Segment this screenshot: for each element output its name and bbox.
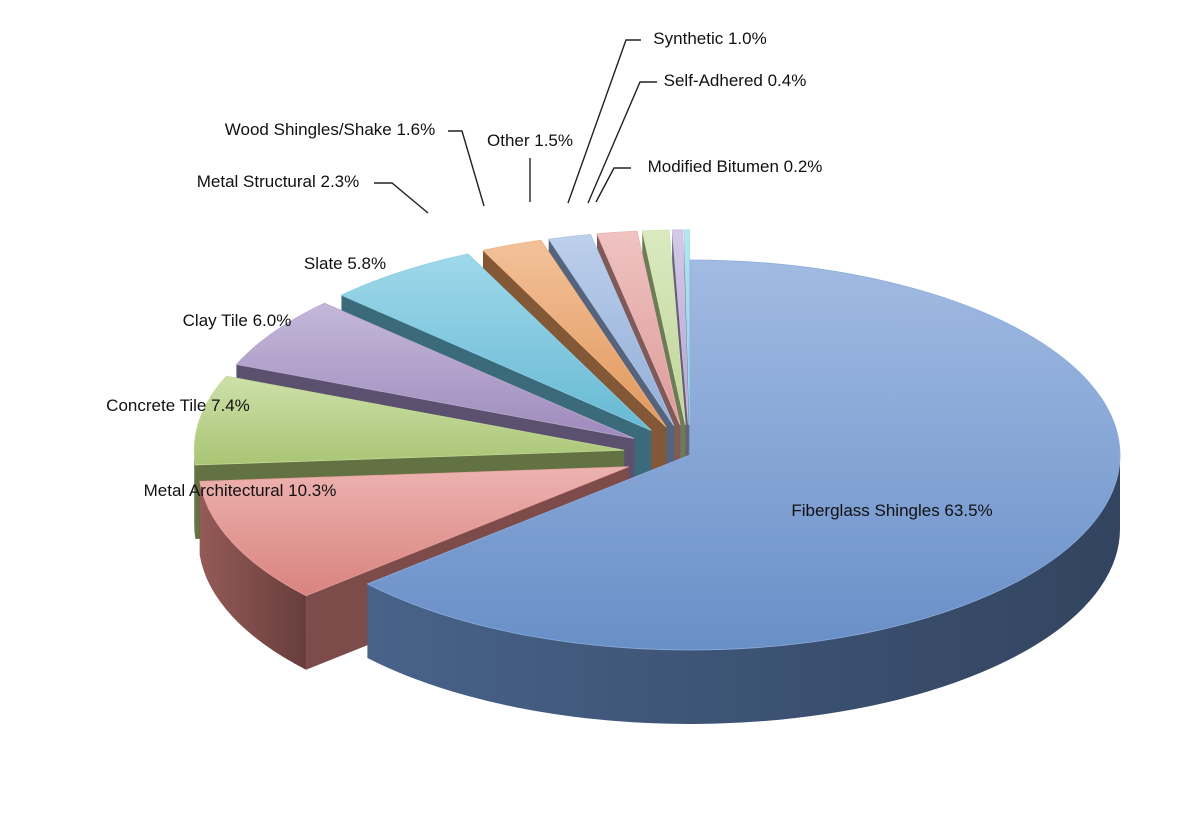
slice-self-adhered (671, 229, 689, 425)
slice-label-clay-tile: Clay Tile 6.0% (183, 311, 292, 330)
slice-label-modified-bitumen: Modified Bitumen 0.2% (648, 157, 823, 176)
slice-label-metal-structural: Metal Structural 2.3% (197, 172, 360, 191)
leader-line-synthetic (567, 39, 641, 204)
slice-label-concrete-tile: Concrete Tile 7.4% (106, 396, 250, 415)
slice-modified-bitumen (683, 229, 690, 425)
leader-lines (374, 39, 657, 214)
slice-side-fiberglass-shingles-0 (367, 455, 1120, 725)
slice-synthetic (641, 229, 686, 425)
slice-label-slate: Slate 5.8% (304, 254, 386, 273)
slice-fiberglass-shingles (366, 259, 1121, 651)
slice-label-other: Other 1.5% (487, 131, 573, 150)
leader-line-wood-shingles-shake (448, 130, 485, 207)
slice-labels: Fiberglass Shingles 63.5% Metal Architect… (106, 29, 992, 520)
slice-metal-structural (482, 239, 667, 428)
slice-tops (193, 229, 1121, 651)
slice-concrete-tile (193, 375, 625, 466)
slice-label-wood-shingles-shake: Wood Shingles/Shake 1.6% (225, 120, 435, 139)
leader-line-self-adhered (587, 81, 657, 204)
slice-other (596, 230, 681, 426)
slice-side-metal-architectural-0 (199, 481, 307, 670)
slice-label-self-adhered: Self-Adhered 0.4% (664, 71, 807, 90)
slice-label-fiberglass-shingles: Fiberglass Shingles 63.5% (791, 501, 992, 520)
slice-clay-tile (235, 302, 635, 439)
slice-side-concrete-tile-0 (194, 450, 196, 539)
leader-line-modified-bitumen (595, 167, 631, 203)
slice-metal-architectural (199, 466, 629, 597)
slice-wood-shingles-shake (547, 233, 675, 426)
leader-line-metal-structural (374, 182, 429, 214)
slice-slate (340, 253, 652, 431)
slice-label-metal-architectural: Metal Architectural 10.3% (144, 481, 337, 500)
slice-label-synthetic: Synthetic 1.0% (653, 29, 766, 48)
